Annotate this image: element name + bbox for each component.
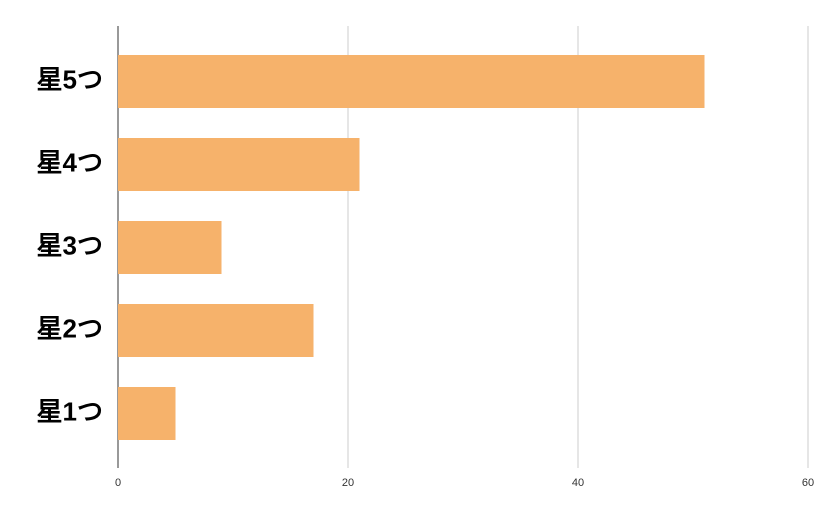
x-tick-label: 40 [572,477,584,489]
y-tick-label: 星3つ [37,230,103,260]
y-tick-label: 星4つ [37,147,103,177]
bar [118,138,360,191]
bar [118,221,222,274]
x-tick-label: 0 [115,477,121,489]
x-tick-label: 60 [802,477,814,489]
y-tick-label: 星2つ [37,313,103,343]
bar [118,304,314,357]
x-tick-label: 20 [342,477,354,489]
y-tick-label: 星1つ [37,396,103,426]
bar [118,387,176,440]
bar [118,55,705,108]
y-tick-label: 星5つ [37,64,103,94]
